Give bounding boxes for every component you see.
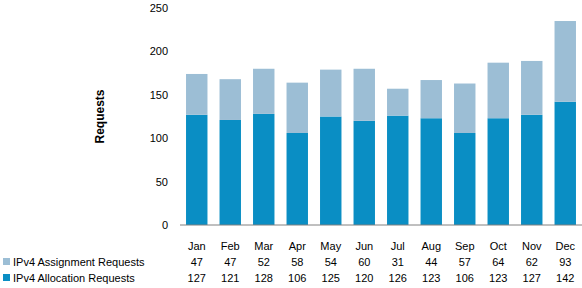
bar (186, 115, 207, 225)
bar (387, 89, 408, 116)
table-value: 106 (288, 272, 306, 284)
table-value: 47 (191, 256, 203, 268)
bar (253, 69, 274, 114)
bar (454, 84, 475, 133)
table-value: 58 (291, 256, 303, 268)
bars (186, 21, 576, 225)
legend-label: IPv4 Allocation Requests (13, 272, 135, 284)
legend-swatch (3, 274, 10, 281)
table-value: 123 (489, 272, 507, 284)
x-tick-label: Jun (355, 240, 373, 252)
chart-root: 0 50 100 150 200 250 Requests Jan Feb Mar Apr May Ju… (0, 0, 582, 288)
bar (555, 21, 576, 102)
table-value: 142 (556, 272, 574, 284)
bar (555, 102, 576, 225)
bar (421, 80, 442, 118)
bar (287, 83, 308, 133)
y-tick-label: 200 (150, 45, 168, 57)
bar (186, 74, 207, 115)
bar (354, 69, 375, 121)
bar (287, 133, 308, 225)
bar (421, 118, 442, 225)
bar (488, 118, 509, 225)
table-value: 126 (389, 272, 407, 284)
x-tick-label: Jul (391, 240, 405, 252)
table-value: 47 (224, 256, 236, 268)
bar (320, 70, 341, 117)
x-axis-line (180, 225, 582, 226)
bar (521, 61, 542, 115)
x-tick-label: May (320, 240, 341, 252)
x-tick-label: Aug (421, 240, 441, 252)
bar (320, 117, 341, 226)
y-axis-label: Requests (93, 89, 107, 143)
bar (354, 121, 375, 225)
x-tick-label: Feb (221, 240, 240, 252)
y-tick-label: 150 (150, 89, 168, 101)
y-tick-label: 0 (162, 219, 168, 231)
table-value: 121 (221, 272, 239, 284)
bar (220, 79, 241, 120)
table-value: 60 (358, 256, 370, 268)
bar (220, 120, 241, 225)
x-tick-label: Jan (188, 240, 206, 252)
table-value: 62 (526, 256, 538, 268)
x-tick-label: Oct (490, 240, 507, 252)
table-value: 57 (459, 256, 471, 268)
bar (253, 114, 274, 225)
table-value: 128 (255, 272, 273, 284)
x-tick-label: Sep (455, 240, 475, 252)
y-tick-label: 50 (156, 176, 168, 188)
x-tick-label: Nov (522, 240, 542, 252)
bar (521, 115, 542, 225)
y-tick-label: 100 (150, 132, 168, 144)
legend-label: IPv4 Assignment Requests (13, 256, 145, 268)
table-value: 106 (456, 272, 474, 284)
chart-svg: 0 50 100 150 200 250 Requests Jan Feb Mar Apr May Ju… (0, 0, 582, 288)
table-value: 123 (422, 272, 440, 284)
table-value: 120 (355, 272, 373, 284)
bar (488, 63, 509, 119)
table-value: 54 (325, 256, 337, 268)
table-value: 31 (392, 256, 404, 268)
x-tick-label: Apr (289, 240, 306, 252)
table-value: 52 (258, 256, 270, 268)
bar (387, 116, 408, 225)
x-tick-label: Dec (555, 240, 575, 252)
y-tick-label: 250 (150, 2, 168, 14)
table-value: 127 (188, 272, 206, 284)
table-value: 127 (523, 272, 541, 284)
table-value: 44 (425, 256, 437, 268)
table-value: 64 (492, 256, 504, 268)
x-tick-label: Mar (254, 240, 273, 252)
table-value: 93 (559, 256, 571, 268)
legend-swatch (3, 258, 10, 265)
bar (454, 133, 475, 225)
table-value: 125 (322, 272, 340, 284)
